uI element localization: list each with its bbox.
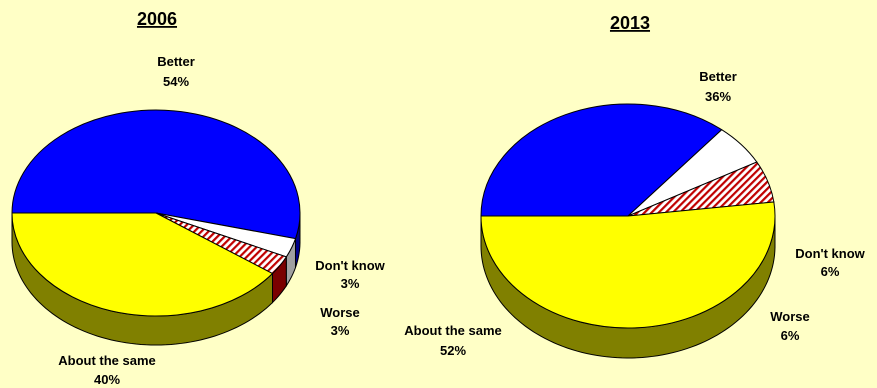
slice-label-better: Better [699, 69, 737, 84]
slice-better [11, 109, 301, 240]
slice-value-better: 36% [705, 89, 731, 104]
slice-label-dont-know: Don't know [315, 258, 385, 273]
slice-label-about-the-same: About the same [404, 323, 502, 338]
slice-label-better: Better [157, 54, 195, 69]
slice-label-about-the-same: About the same [58, 353, 156, 368]
pie-chart-2006: 2006 Better 54% Don't know 3% Worse 3% A… [11, 9, 386, 387]
slice-about-the-same [480, 201, 776, 329]
slice-better [480, 103, 723, 217]
slice-label-worse: Worse [320, 305, 360, 320]
slice-value-worse: 6% [781, 328, 800, 343]
slice-about-the-same [11, 212, 274, 317]
slice-value-dont-know: 3% [341, 276, 360, 291]
slice-value-better: 54% [163, 74, 189, 89]
slice-label-dont-know: Don't know [795, 246, 865, 261]
pie-chart-2013: 2013 Better 36% Don't know 6% Worse 6% A… [404, 13, 866, 359]
slice-value-worse: 3% [331, 323, 350, 338]
slice-value-about-the-same: 52% [440, 343, 466, 358]
slice-label-worse: Worse [770, 309, 810, 324]
chart-title: 2013 [610, 13, 650, 33]
chart-title: 2006 [137, 9, 177, 29]
slice-value-about-the-same: 40% [94, 372, 120, 387]
slice-value-dont-know: 6% [821, 264, 840, 279]
